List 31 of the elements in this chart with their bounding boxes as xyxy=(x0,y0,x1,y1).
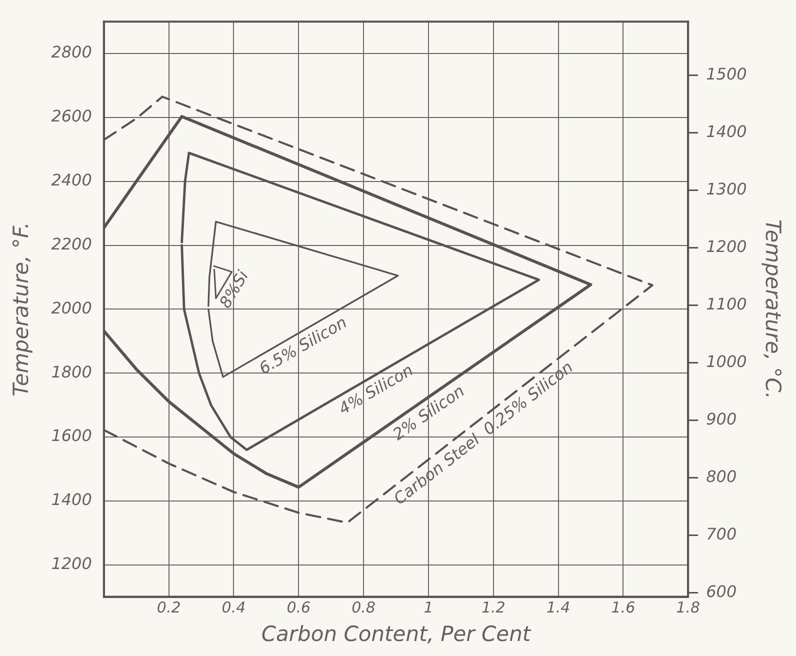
x-tick-label: 0.4 xyxy=(222,598,246,617)
x-tick-label: 1.4 xyxy=(546,598,570,617)
y-tick-label: 1600 xyxy=(51,426,92,446)
y2-tick-label: 800 xyxy=(706,467,737,486)
x-tick-label: 0.8 xyxy=(352,598,376,617)
y2-tick-label: 700 xyxy=(706,524,737,544)
y-tick-label: 2600 xyxy=(51,106,92,126)
y2-tick-label: 1400 xyxy=(706,122,747,141)
y2-tick-label: 1300 xyxy=(706,179,747,198)
x-tick-label: 1.2 xyxy=(481,598,506,617)
y-tick-label: 1200 xyxy=(51,554,92,573)
y2-tick-label: 600 xyxy=(706,582,737,602)
x-tick-label: 1.8 xyxy=(676,598,700,617)
y2-tick-label: 900 xyxy=(706,410,737,429)
y2-tick-label: 1000 xyxy=(706,352,747,372)
y2-tick-label: 1500 xyxy=(706,64,747,84)
y-axis-title: Temperature, °F. xyxy=(9,222,34,396)
y-tick-label: 2400 xyxy=(51,170,92,190)
y2-tick-label: 1200 xyxy=(706,236,747,256)
y2-axis-title: Temperature, °C. xyxy=(760,219,785,400)
y-tick-label: 2800 xyxy=(51,42,92,62)
x-axis-title: Carbon Content, Per Cent xyxy=(261,622,532,646)
y-tick-label: 2200 xyxy=(51,234,92,254)
y-tick-label: 2000 xyxy=(51,298,92,318)
x-tick-label: 0.6 xyxy=(286,598,311,617)
y-tick-label: 1400 xyxy=(51,490,92,510)
y2-tick-label: 1100 xyxy=(706,294,747,314)
x-tick-label: 0.2 xyxy=(156,598,181,617)
y-tick-label: 1800 xyxy=(51,362,92,382)
x-tick-label: 1 xyxy=(424,598,434,617)
x-tick-label: 1.6 xyxy=(611,598,636,617)
